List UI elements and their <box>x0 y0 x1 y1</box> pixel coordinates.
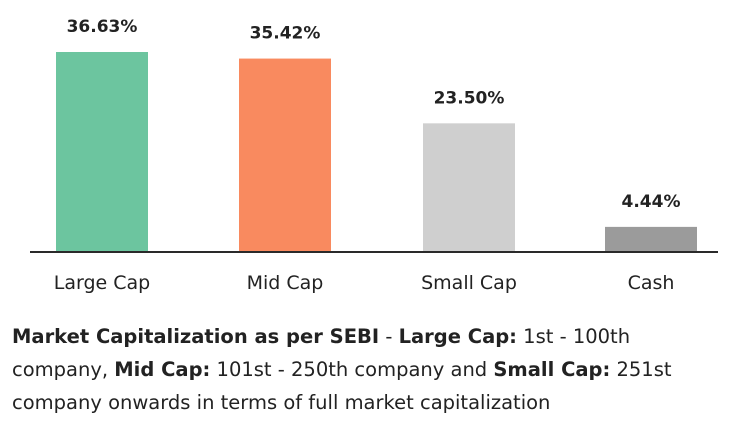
bars-layer <box>56 52 697 251</box>
footnote-text-4: 251st company onwards in terms of full m… <box>12 358 672 414</box>
value-label-large-cap: 36.63% <box>67 17 138 37</box>
category-label-cash: Cash <box>628 272 675 294</box>
allocation-bar-chart: 36.63% Large Cap 35.42% Mid Cap 23.50% Small … <box>30 17 718 294</box>
category-label-small-cap: Small Cap <box>421 272 517 294</box>
footnote-text-1: - <box>379 325 399 348</box>
bar-large-cap <box>56 52 148 251</box>
value-label-cash: 4.44% <box>622 192 681 212</box>
market-cap-footnote: Market Capitalization as per SEBI - Larg… <box>12 320 724 419</box>
footnote-text-2: 1st - 100th company, <box>12 325 631 381</box>
bar-mid-cap <box>239 58 331 251</box>
footnote-bold-large-cap: Large Cap: <box>398 325 517 348</box>
bar-cash <box>605 226 697 251</box>
category-label-mid-cap: Mid Cap <box>247 272 324 294</box>
category-label-large-cap: Large Cap <box>54 272 150 294</box>
value-label-mid-cap: 35.42% <box>250 24 321 44</box>
bar-small-cap <box>423 123 515 251</box>
footnote-text-3: 101st - 250th company and <box>210 358 494 381</box>
footnote-bold-title: Market Capitalization as per SEBI <box>12 325 380 348</box>
labels-layer: 36.63% Large Cap 35.42% Mid Cap 23.50% Small … <box>54 17 681 294</box>
footnote-bold-mid-cap: Mid Cap: <box>114 358 211 381</box>
value-label-small-cap: 23.50% <box>434 88 505 108</box>
footnote-bold-small-cap: Small Cap: <box>493 358 611 381</box>
